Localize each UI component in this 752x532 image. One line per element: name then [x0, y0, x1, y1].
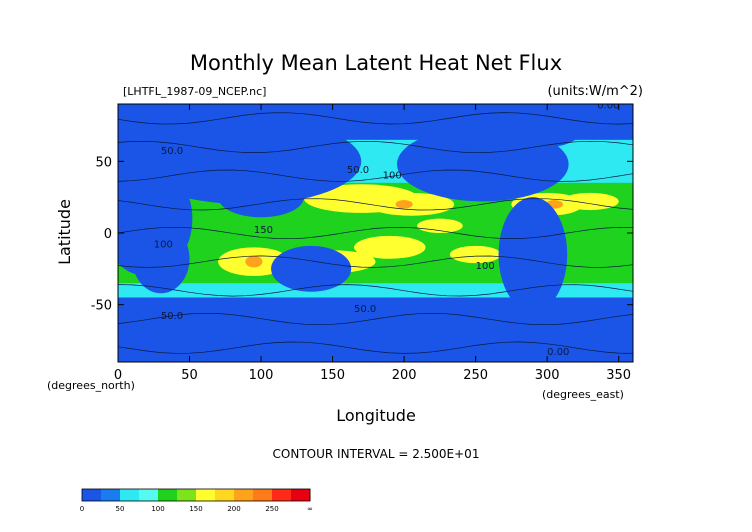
landmass-8 [118, 112, 262, 153]
contour-line [118, 169, 633, 182]
landmass-1 [132, 224, 190, 294]
contour-interval-text: CONTOUR INTERVAL = 2.500E+01 [273, 447, 480, 461]
contour-label: 50.0 [347, 165, 369, 176]
y-axis-label: Latitude [55, 199, 74, 265]
legend-tick-label: 50 [116, 505, 125, 513]
contour-line [118, 312, 633, 326]
x-unit-label: (degrees_east) [542, 388, 624, 401]
x-tick-label: 100 [249, 368, 274, 383]
legend-swatch [215, 489, 235, 501]
legend-swatch [272, 489, 292, 501]
legend-tick-label: 100 [151, 505, 164, 513]
contour-label: 100 [154, 239, 173, 250]
x-tick-label: 50 [181, 368, 198, 383]
color-legend: 0 50 100 150 200 250 ∞ [80, 488, 313, 513]
legend-swatch [177, 489, 197, 501]
flux-high-6 [354, 235, 426, 259]
legend-swatch [253, 489, 273, 501]
legend-tick-label: 250 [265, 505, 278, 513]
contour-label: 50.0 [161, 146, 183, 157]
x-tick-label: 150 [320, 368, 345, 383]
legend-swatch [291, 489, 311, 501]
legend-swatch [139, 489, 159, 501]
contour-line [118, 140, 633, 154]
legend-frame [81, 488, 311, 502]
y-tick-label: -50 [91, 299, 112, 314]
contour-label: 0.00 [597, 100, 619, 111]
chart-title: Monthly Mean Latent Heat Net Flux [190, 51, 562, 75]
x-tick-label: 250 [463, 368, 488, 383]
landmass-9 [118, 147, 149, 182]
contour-line [118, 112, 633, 125]
contour-label: 150 [254, 225, 273, 236]
x-tick-label: 200 [392, 368, 417, 383]
x-axis-label: Longitude [336, 406, 416, 425]
legend-swatch [101, 489, 121, 501]
contour-label: 50.0 [161, 311, 183, 322]
landmass-3 [218, 177, 304, 218]
flux-peak-1 [395, 200, 413, 209]
x-tick-label: 300 [535, 368, 560, 383]
y-unit-label: (degrees_north) [47, 379, 135, 392]
legend-tick-label: 200 [227, 505, 240, 513]
contour-line [118, 198, 633, 211]
source-label: [LHTFL_1987-09_NCEP.nc] [123, 85, 266, 98]
legend-swatch [234, 489, 254, 501]
landmass-7 [512, 112, 582, 147]
legend-tick-label: ∞ [307, 505, 313, 513]
legend-tick-label: 0 [80, 505, 84, 513]
contour-line [118, 341, 633, 354]
y-tick-label: 50 [95, 155, 112, 170]
flux-peak-0 [245, 255, 263, 268]
x-tick-label: 350 [606, 368, 631, 383]
legend-swatch [120, 489, 140, 501]
y-tick-label: 0 [104, 227, 112, 242]
legend-swatch [196, 489, 216, 501]
flux-high-3 [561, 192, 619, 211]
x-tick-label: 0 [114, 368, 122, 383]
plot-area: 50.0 50.0 100 100 150 100 50.0 50.0 0.00 0.00 0 50 1… [91, 100, 634, 383]
contour-line [118, 255, 633, 268]
landmass-5 [396, 126, 569, 202]
contour-label: 50.0 [354, 304, 376, 315]
legend-swatch [82, 489, 102, 501]
legend-swatch [158, 489, 178, 501]
contour-line [118, 284, 633, 297]
contour-line [118, 226, 633, 240]
flux-high-7 [449, 245, 502, 264]
units-label: (units:W/m^2) [547, 84, 643, 99]
legend-tick-label: 150 [189, 505, 202, 513]
contour-label: 100 [383, 171, 402, 182]
contour-label: 100 [476, 261, 495, 272]
landmass-4 [271, 245, 352, 292]
contour-label: 0.00 [547, 347, 569, 358]
landmass-6 [498, 197, 568, 312]
